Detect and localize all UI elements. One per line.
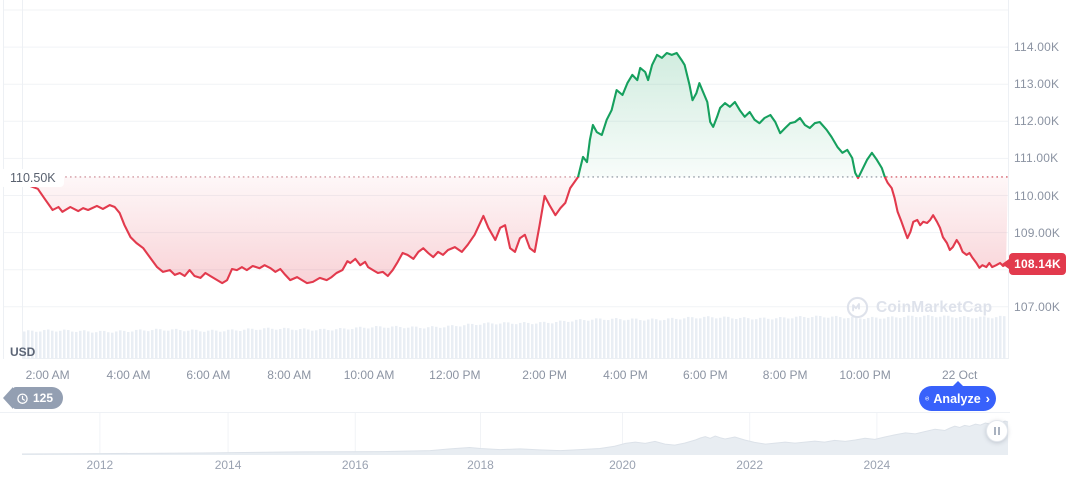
history-clock-icon <box>17 392 28 404</box>
history-count: 125 <box>33 391 54 405</box>
x-axis-tick: 6:00 PM <box>682 368 728 382</box>
x-axis-tick: 10:00 PM <box>839 368 891 382</box>
x-axis-tick: 4:00 AM <box>106 368 151 382</box>
x-axis-tick: 8:00 PM <box>762 368 808 382</box>
price-line-down <box>22 176 1008 285</box>
x-axis-tick: 12:00 PM <box>429 368 481 382</box>
y-axis-tick: 113.00K <box>1014 77 1060 92</box>
chevron-right-icon: › <box>985 391 990 406</box>
date-range-minimap[interactable] <box>0 412 1010 477</box>
year-tick: 2018 <box>467 458 494 472</box>
handle-grip-icon <box>994 427 996 435</box>
y-axis-tick: 109.00K <box>1014 225 1061 240</box>
area-fill-positive <box>578 53 885 177</box>
x-axis-tick: 8:00 AM <box>267 368 312 382</box>
analyze-logo-icon <box>925 396 930 401</box>
last-price-badge: 108.14K <box>1009 253 1066 275</box>
last-price-marker-arrow <box>1002 259 1009 269</box>
y-axis-tick: 114.00K <box>1014 40 1060 55</box>
year-tick: 2014 <box>214 458 242 472</box>
main-price-chart[interactable] <box>0 0 1010 360</box>
area-fill-negative <box>22 176 1008 284</box>
analyze-button[interactable]: Analyze › <box>919 381 996 411</box>
analyze-label: Analyze <box>933 391 981 406</box>
price-line-up <box>576 51 886 177</box>
y-axis-tick: 111.00K <box>1014 151 1059 166</box>
range-slider-handle[interactable] <box>986 420 1009 442</box>
volume-bars <box>23 315 1006 359</box>
price-axis[interactable]: 114.00K 113.00K 112.00K 111.00K 110.00K 109.0… <box>1008 0 1072 412</box>
x-axis-tick: 2:00 PM <box>522 368 567 382</box>
year-tick: 2012 <box>86 458 114 472</box>
year-tick: 2024 <box>863 458 891 472</box>
x-axis-tick: 2:00 AM <box>25 368 70 382</box>
x-axis-tick: 6:00 AM <box>186 368 231 382</box>
history-count-badge[interactable]: 125 <box>2 387 64 409</box>
time-axis[interactable]: 2:00 AM 4:00 AM 6:00 AM 8:00 AM 10:00 AM 12:0… <box>0 366 1010 384</box>
year-tick: 2020 <box>609 458 636 472</box>
y-axis-tick: 107.00K <box>1014 299 1061 314</box>
year-tick: 2022 <box>736 458 764 472</box>
x-axis-tick: 22 Oct <box>941 368 978 382</box>
mini-area-edge <box>21 420 1009 455</box>
y-axis-tick: 110.00K <box>1014 188 1060 203</box>
baseline-price-label: 110.50K <box>0 169 64 187</box>
currency-label: USD <box>10 345 36 359</box>
year-tick: 2016 <box>341 458 369 472</box>
mini-area <box>22 421 1008 455</box>
minimap-year-axis: 2012 2014 2016 2018 2020 2022 2024 <box>0 458 1010 474</box>
x-axis-tick: 10:00 AM <box>343 368 395 382</box>
y-axis-tick: 112.00K <box>1014 114 1060 129</box>
x-axis-tick: 4:00 PM <box>603 368 648 382</box>
